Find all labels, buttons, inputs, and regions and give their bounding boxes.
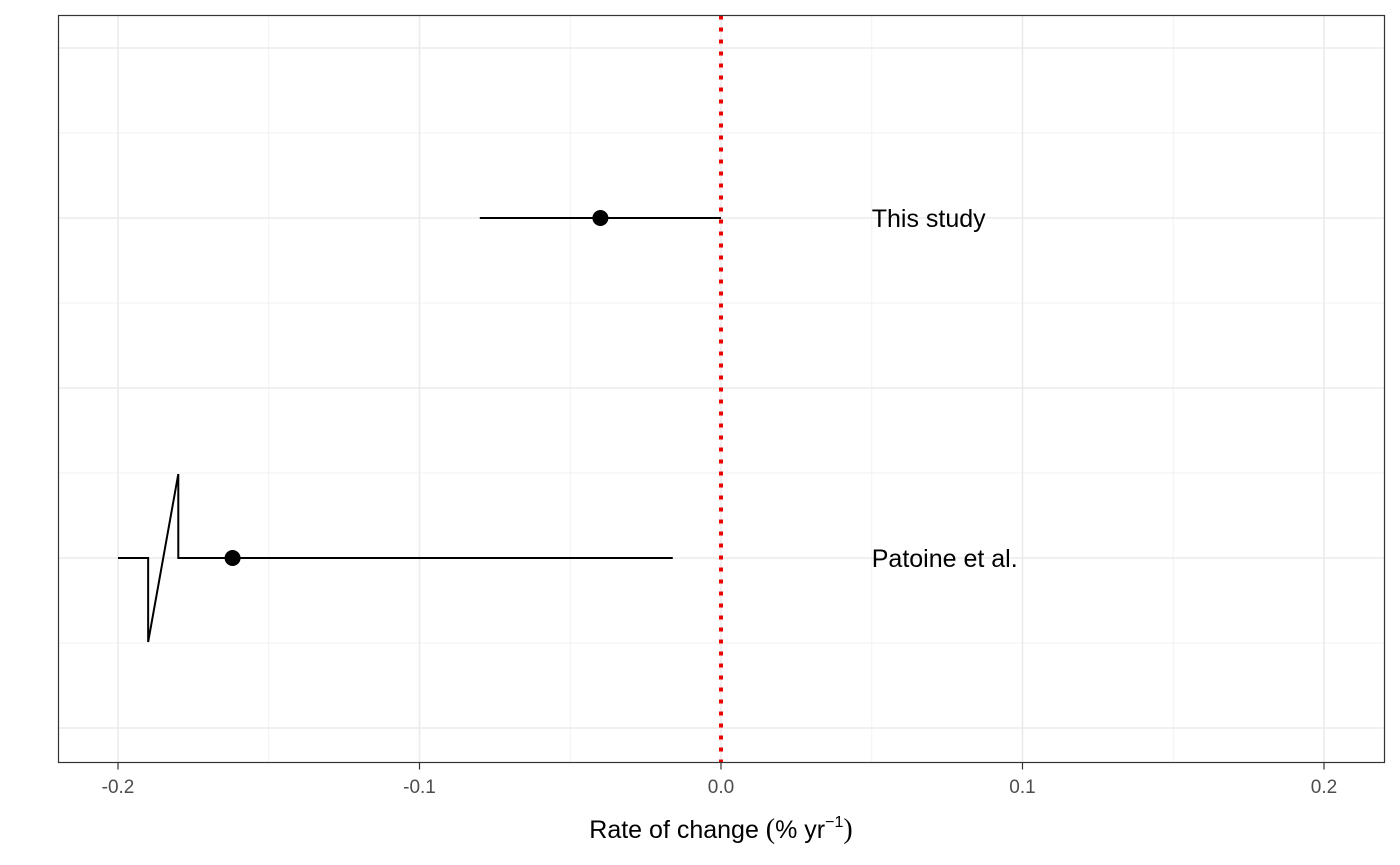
x-axis-title: Rate of change (% yr−1) — [589, 814, 852, 845]
x-axis-title-prefix: Rate of change — [589, 816, 766, 844]
x-axis: -0.2 -0.1 0.0 0.1 0.2 — [102, 762, 1337, 798]
x-tick-label: -0.1 — [403, 777, 436, 798]
x-tick-label: 0.0 — [708, 777, 734, 798]
point-estimate — [224, 550, 241, 566]
x-tick-label: 0.1 — [1009, 777, 1035, 798]
x-tick-label: -0.2 — [102, 777, 135, 798]
x-tick-label: 0.2 — [1311, 777, 1337, 798]
study-row: Patoine et al. — [118, 473, 1018, 643]
x-axis-title-open-paren: ( — [766, 814, 775, 845]
study-label: This study — [872, 205, 986, 233]
studies-layer: This study Patoine et al. — [118, 205, 1018, 643]
x-axis-title-close-paren: ) — [843, 814, 852, 845]
x-axis-title-unit: % yr — [775, 816, 825, 844]
study-label: Patoine et al. — [872, 545, 1018, 573]
study-row: This study — [479, 205, 986, 233]
x-axis-title-superscript: −1 — [825, 814, 843, 831]
point-estimate — [592, 210, 609, 226]
confidence-interval-line — [118, 473, 673, 643]
